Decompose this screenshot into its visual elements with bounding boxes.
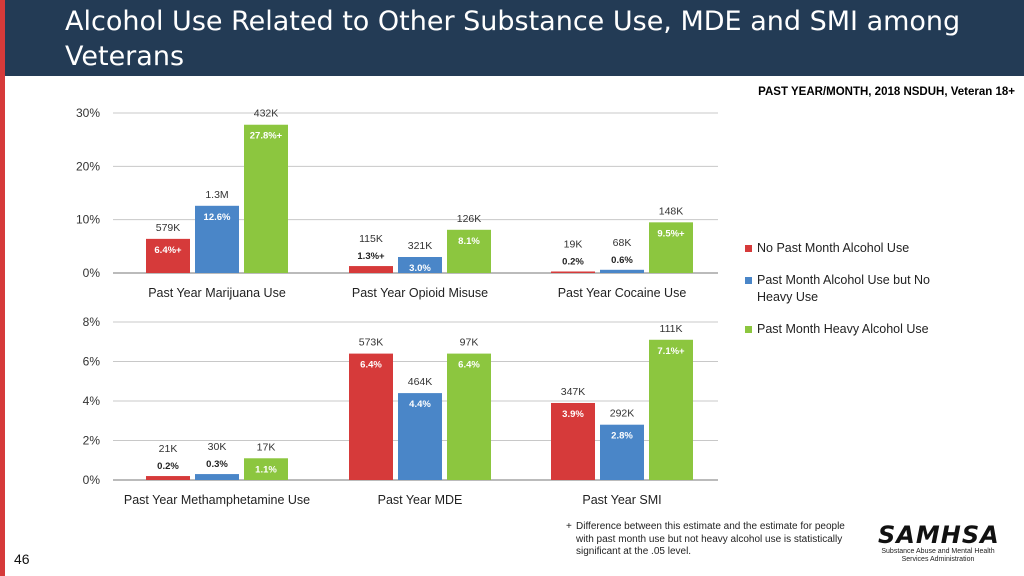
data-label: 1.1% [255,464,277,475]
legend-swatch-blue [745,277,752,284]
legend: No Past Month Alcohol Use Past Month Alc… [745,240,935,353]
y-tick-label: 0% [83,473,101,487]
category-label: Past Year Opioid Misuse [352,286,488,300]
bar [398,393,442,480]
data-label: 0.3% [206,459,228,470]
legend-item-alcohol-no-heavy: Past Month Alcohol Use but No Heavy Use [745,272,935,306]
bar [244,458,288,480]
count-label: 21K [159,443,178,455]
bar [600,424,644,480]
bar [349,353,393,480]
y-tick-label: 20% [76,159,100,173]
y-tick-label: 30% [76,106,100,120]
footnote-symbol: + [566,521,572,532]
count-label: 321K [408,240,433,252]
samhsa-logo: SAMHSA Substance Abuse and Mental Health… [878,521,1000,564]
bar [551,271,595,273]
legend-item-heavy-alcohol: Past Month Heavy Alcohol Use [745,321,935,338]
data-label: 4.4% [409,399,431,410]
legend-swatch-red [745,245,752,252]
logo-wordmark: SAMHSA [878,521,1000,549]
count-label: 126K [457,213,482,225]
bar [244,124,288,273]
data-label: 8.1% [458,236,480,247]
data-label: 0.2% [157,461,179,472]
bar [551,402,595,480]
bar [649,339,693,480]
bar [195,474,239,480]
y-tick-label: 0% [83,266,101,280]
legend-item-no-alcohol: No Past Month Alcohol Use [745,240,935,257]
count-label: 432K [254,108,279,120]
data-label: 2.8% [611,431,633,442]
count-label: 579K [156,222,181,234]
legend-label: Past Month Alcohol Use but No Heavy Use [757,273,931,304]
data-label: 9.5%+ [657,228,685,239]
category-label: Past Year Methamphetamine Use [124,493,310,507]
y-tick-label: 4% [83,394,101,408]
count-label: 68K [613,237,632,249]
data-label: 12.6% [204,212,231,223]
count-label: 148K [659,205,684,217]
data-label: 0.2% [562,257,584,268]
bar [349,266,393,273]
count-label: 292K [610,408,635,420]
bar [398,257,442,273]
bar [195,205,239,273]
count-label: 347K [561,386,586,398]
data-label: 3.9% [562,409,584,420]
data-label: 27.8%+ [250,131,283,142]
header-banner [5,0,1024,76]
count-label: 97K [460,337,479,349]
y-tick-label: 6% [83,355,101,369]
category-label: Past Year Marijuana Use [148,286,286,300]
left-accent-bar [0,0,5,576]
count-label: 30K [208,441,227,453]
count-label: 573K [359,337,384,349]
category-label: Past Year Cocaine Use [558,286,687,300]
count-label: 111K [660,323,683,335]
data-label: 6.4%+ [154,245,182,256]
legend-label: Past Month Heavy Alcohol Use [757,322,929,336]
legend-swatch-green [745,326,752,333]
data-label: 3.0% [409,263,431,274]
bar [600,269,644,273]
count-label: 19K [564,239,583,251]
page-title: Alcohol Use Related to Other Substance U… [65,6,961,72]
footnote: + Difference between this estimate and t… [566,521,846,559]
y-tick-label: 10% [76,213,100,227]
footnote-text: Difference between this estimate and the… [576,521,845,557]
bar [146,476,190,480]
page-number: 46 [14,551,30,567]
bar [447,353,491,480]
y-tick-label: 2% [83,434,101,448]
source-note: PAST YEAR/MONTH, 2018 NSDUH, Veteran 18+ [758,86,1015,98]
y-tick-label: 8% [83,315,101,329]
bar [447,229,491,273]
bar [146,238,190,273]
count-label: 1.3M [205,189,228,201]
data-label: 1.3%+ [357,251,385,262]
bar [649,222,693,273]
category-label: Past Year SMI [582,493,661,507]
legend-label: No Past Month Alcohol Use [757,241,910,255]
count-label: 115K [359,233,383,245]
data-label: 0.6% [611,255,633,266]
logo-subtitle: Substance Abuse and Mental Health Servic… [881,548,995,563]
data-label: 6.4% [458,360,480,371]
count-label: 464K [408,376,433,388]
data-label: 7.1%+ [657,346,685,357]
data-label: 6.4% [360,360,382,371]
count-label: 17K [257,441,276,453]
category-label: Past Year MDE [378,493,463,507]
